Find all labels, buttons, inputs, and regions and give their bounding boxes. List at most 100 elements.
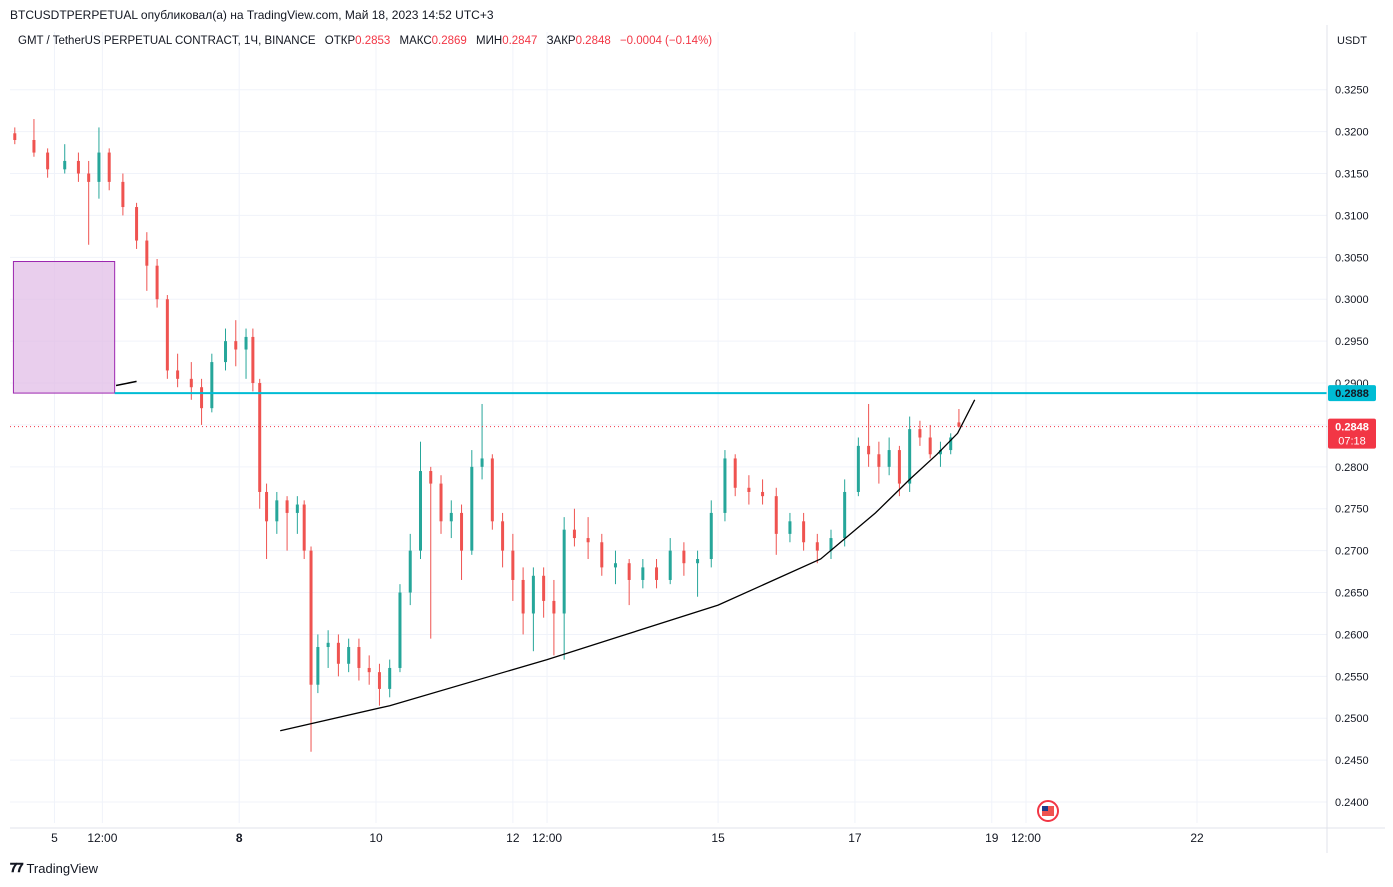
symbol-name[interactable]: GMT / TetherUS PERPETUAL CONTRACT, 1Ч, B… xyxy=(18,35,316,47)
resistance-price-tag[interactable] xyxy=(1328,385,1376,402)
candle-body xyxy=(189,378,193,388)
y-tick-label: 0.2500 xyxy=(1335,713,1369,725)
candle-body xyxy=(251,336,255,384)
candle-body xyxy=(867,445,871,455)
candle-body xyxy=(668,550,672,580)
candle-body xyxy=(511,550,515,580)
y-tick-label: 0.3100 xyxy=(1335,210,1369,222)
candle-body xyxy=(480,458,484,467)
candle-body xyxy=(928,437,932,455)
candle-body xyxy=(309,550,313,685)
candle-body xyxy=(155,265,159,300)
change-value: −0.0004 (−0.14%) xyxy=(619,35,713,47)
candle-body xyxy=(542,575,546,601)
candle-body xyxy=(234,341,238,350)
current-price-tag[interactable] xyxy=(1328,418,1376,449)
y-tick-label: 0.2650 xyxy=(1335,588,1369,600)
low-label: МИН xyxy=(476,35,503,47)
y-tick-label: 0.3050 xyxy=(1335,252,1369,264)
candle-body xyxy=(531,575,535,614)
candle-body xyxy=(460,512,464,551)
candle-body xyxy=(470,466,474,551)
candle-body xyxy=(377,672,381,689)
chart-grid xyxy=(10,32,1327,823)
candle-body xyxy=(326,642,330,648)
candle-body xyxy=(641,567,645,580)
candle-body xyxy=(802,521,806,543)
candle-body xyxy=(655,567,659,580)
tradingview-logo-icon: 𝟕𝟕 xyxy=(10,860,24,875)
y-tick-label: 0.2600 xyxy=(1335,629,1369,641)
x-tick-label: 12:00 xyxy=(1011,831,1041,845)
parabolic-support-curve[interactable] xyxy=(280,399,976,732)
candle-body xyxy=(302,504,306,551)
candle-body xyxy=(429,471,433,484)
candle-body xyxy=(908,429,912,484)
candle-body xyxy=(696,559,700,564)
candle-body xyxy=(897,450,901,484)
candle-body xyxy=(107,152,111,182)
tradingview-logo[interactable]: 𝟕𝟕 TradingView xyxy=(10,860,98,876)
candle-body xyxy=(46,152,50,170)
small-trend-line[interactable] xyxy=(115,380,137,387)
x-tick-label: 12:00 xyxy=(87,831,117,845)
candle-body xyxy=(627,563,631,580)
candle-body xyxy=(877,454,881,467)
candle-body xyxy=(856,445,860,492)
candle-body xyxy=(418,471,422,551)
candle-body xyxy=(145,240,149,266)
open-label: ОТКР xyxy=(324,35,356,47)
supply-zone-rect[interactable] xyxy=(12,261,116,394)
candle-body xyxy=(408,550,412,593)
candle-body xyxy=(32,139,36,153)
candle-body xyxy=(918,429,922,438)
y-tick-label: 0.2550 xyxy=(1335,671,1369,683)
candles xyxy=(13,119,961,752)
candle-body xyxy=(613,563,617,568)
candle-body xyxy=(165,299,169,371)
candle-body xyxy=(887,450,891,467)
axes: 0.3250 0.3200 0.3150 0.3100 0.3050 0.3000 0.29… xyxy=(10,25,1385,853)
publish-caption: BTCUSDTPERPETUAL опубликовал(а) на Tradi… xyxy=(10,8,494,22)
candle-body xyxy=(367,667,371,673)
y-tick-label: 0.2450 xyxy=(1335,755,1369,767)
candle-body xyxy=(316,647,320,685)
candle-body xyxy=(295,504,299,513)
y-tick-label: 0.2950 xyxy=(1335,336,1369,348)
candle-body xyxy=(210,362,214,409)
bar-countdown-label: 07:18 xyxy=(1338,436,1366,448)
x-tick-label: 10 xyxy=(369,831,383,845)
candle-body xyxy=(774,496,778,534)
candle-body xyxy=(449,512,453,522)
current-price-label: 0.2848 xyxy=(1335,422,1369,434)
high-label: МАКС xyxy=(399,35,432,47)
candle-body xyxy=(562,529,566,614)
candle-body xyxy=(709,512,713,560)
symbol-legend: GMT / TetherUS PERPETUAL CONTRACT, 1Ч, B… xyxy=(18,35,718,47)
currency-label: USDT xyxy=(1337,35,1367,47)
candle-body xyxy=(600,542,604,568)
candle-body xyxy=(501,521,505,551)
candle-body xyxy=(224,341,228,363)
candle-body xyxy=(347,647,351,664)
candle-body xyxy=(829,538,833,551)
x-tick-label: 19 xyxy=(985,831,999,845)
candle-body xyxy=(357,647,361,668)
supply-zone[interactable] xyxy=(12,261,116,394)
candle-body xyxy=(135,207,139,241)
open-value: 0.2853 xyxy=(355,35,391,47)
candle-body xyxy=(949,437,953,451)
candle-body xyxy=(258,383,262,492)
candle-body xyxy=(815,542,819,551)
candle-body xyxy=(788,521,792,534)
low-value: 0.2847 xyxy=(502,35,538,47)
candle-body xyxy=(723,458,727,513)
x-tick-label: 12 xyxy=(506,831,520,845)
drawings[interactable] xyxy=(10,380,1327,732)
candle-body xyxy=(490,458,494,522)
x-tick-label: 8 xyxy=(236,831,243,845)
candle-body xyxy=(285,500,289,513)
candle-body xyxy=(87,173,91,182)
candle-body xyxy=(97,152,101,182)
